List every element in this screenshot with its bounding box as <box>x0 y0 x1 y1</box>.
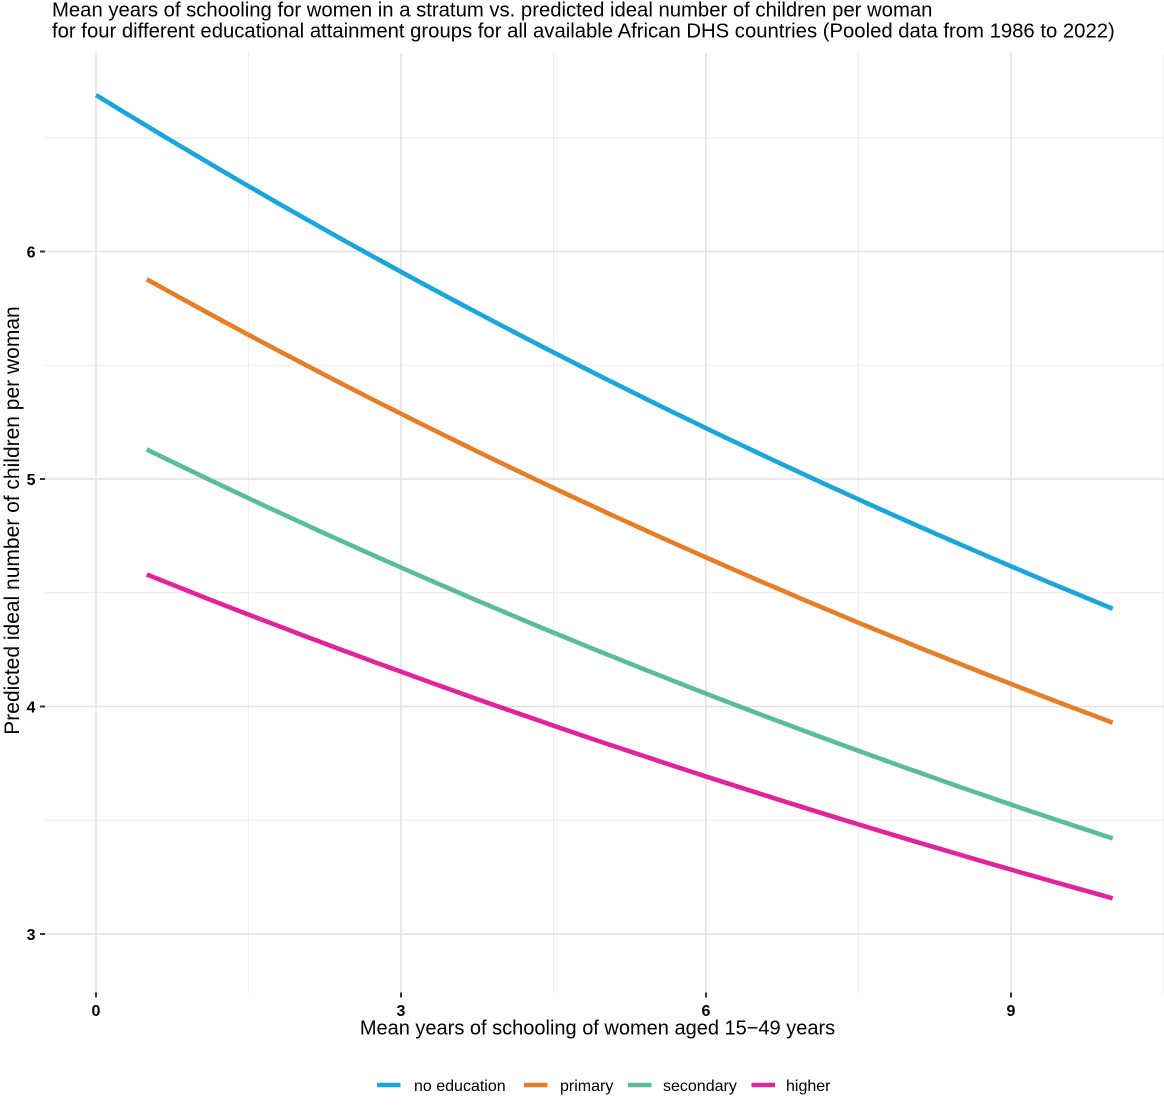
svg-text:Mean years of schooling of wom: Mean years of schooling of women aged 15… <box>360 1018 835 1040</box>
svg-text:6: 6 <box>27 245 36 262</box>
svg-text:0: 0 <box>92 1003 101 1020</box>
svg-text:higher: higher <box>786 1078 831 1095</box>
svg-text:secondary: secondary <box>663 1078 737 1095</box>
svg-text:9: 9 <box>1007 1003 1016 1020</box>
svg-text:for four different educational: for four different educational attainmen… <box>52 21 1115 43</box>
svg-text:5: 5 <box>27 472 36 489</box>
svg-text:no education: no education <box>414 1078 506 1095</box>
svg-text:Mean years of schooling for wo: Mean years of schooling for women in a s… <box>52 0 932 22</box>
svg-text:Predicted ideal number of chil: Predicted ideal number of children per w… <box>1 306 24 734</box>
svg-text:3: 3 <box>397 1003 406 1020</box>
svg-text:primary: primary <box>560 1078 613 1095</box>
svg-text:6: 6 <box>702 1003 711 1020</box>
svg-text:3: 3 <box>27 927 36 944</box>
svg-text:4: 4 <box>27 700 36 717</box>
